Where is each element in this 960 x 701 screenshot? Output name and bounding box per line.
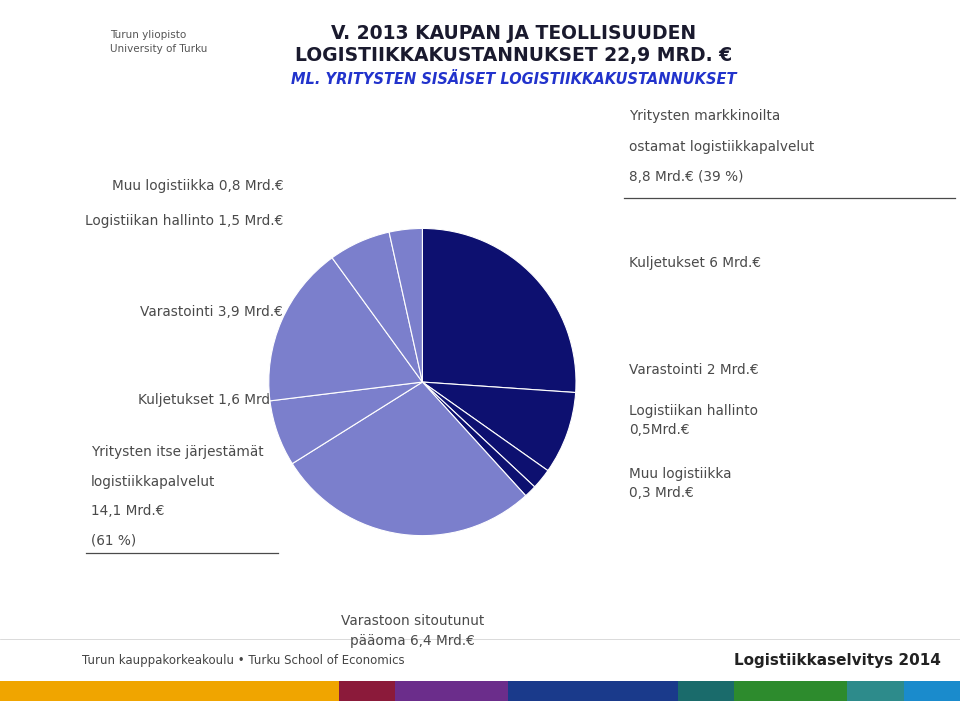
Wedge shape bbox=[332, 232, 422, 382]
Wedge shape bbox=[422, 382, 548, 487]
Bar bbox=[847, 681, 903, 701]
Text: Turun yliopisto
University of Turku: Turun yliopisto University of Turku bbox=[110, 30, 207, 54]
Text: Logistiikan hallinto 1,5 Mrd.€: Logistiikan hallinto 1,5 Mrd.€ bbox=[84, 214, 283, 228]
Bar bbox=[508, 681, 564, 701]
Wedge shape bbox=[422, 229, 576, 393]
Wedge shape bbox=[422, 382, 576, 470]
Wedge shape bbox=[269, 258, 422, 401]
Text: Varastointi 3,9 Mrd.€: Varastointi 3,9 Mrd.€ bbox=[140, 305, 283, 319]
Bar bbox=[452, 681, 508, 701]
Wedge shape bbox=[292, 382, 526, 536]
Text: Turun kauppakorkeakoulu • Turku School of Economics: Turun kauppakorkeakoulu • Turku School o… bbox=[82, 654, 404, 667]
Text: Kuljetukset 6 Mrd.€: Kuljetukset 6 Mrd.€ bbox=[629, 256, 761, 270]
Bar bbox=[169, 681, 226, 701]
Bar bbox=[621, 681, 678, 701]
Wedge shape bbox=[389, 229, 422, 382]
Wedge shape bbox=[270, 382, 422, 463]
Text: Varastointi 2 Mrd.€: Varastointi 2 Mrd.€ bbox=[629, 363, 758, 377]
Bar bbox=[339, 681, 396, 701]
Text: (61 %): (61 %) bbox=[91, 533, 136, 547]
Text: Muu logistiikka 0,8 Mrd.€: Muu logistiikka 0,8 Mrd.€ bbox=[111, 179, 283, 193]
Text: 14,1 Mrd.€: 14,1 Mrd.€ bbox=[91, 504, 164, 518]
Bar bbox=[564, 681, 621, 701]
Text: 8,8 Mrd.€ (39 %): 8,8 Mrd.€ (39 %) bbox=[629, 170, 743, 184]
Bar bbox=[226, 681, 282, 701]
Text: Muu logistiikka
0,3 Mrd.€: Muu logistiikka 0,3 Mrd.€ bbox=[629, 467, 732, 501]
Bar bbox=[678, 681, 734, 701]
Text: Logistiikan hallinto
0,5Mrd.€: Logistiikan hallinto 0,5Mrd.€ bbox=[629, 404, 757, 437]
Text: LOGISTIIKKAKUSTANNUKSET 22,9 MRD. €: LOGISTIIKKAKUSTANNUKSET 22,9 MRD. € bbox=[295, 46, 732, 65]
Bar bbox=[57, 681, 113, 701]
Bar bbox=[734, 681, 791, 701]
Text: V. 2013 KAUPAN JA TEOLLISUUDEN: V. 2013 KAUPAN JA TEOLLISUUDEN bbox=[331, 24, 696, 43]
Text: Logistiikkaselvitys 2014: Logistiikkaselvitys 2014 bbox=[734, 653, 941, 668]
Text: ostamat logistiikkapalvelut: ostamat logistiikkapalvelut bbox=[629, 139, 814, 154]
Bar bbox=[0, 681, 57, 701]
Bar bbox=[113, 681, 169, 701]
Wedge shape bbox=[422, 382, 535, 496]
Text: Varastoon sitoutunut
pääoma 6,4 Mrd.€: Varastoon sitoutunut pääoma 6,4 Mrd.€ bbox=[341, 614, 485, 648]
Bar bbox=[791, 681, 847, 701]
Text: Yritysten markkinoilta: Yritysten markkinoilta bbox=[629, 109, 780, 123]
Bar bbox=[903, 681, 960, 701]
Bar bbox=[396, 681, 452, 701]
Text: logistiikkapalvelut: logistiikkapalvelut bbox=[91, 475, 216, 489]
Bar bbox=[282, 681, 339, 701]
Text: Yritysten itse järjestämät: Yritysten itse järjestämät bbox=[91, 445, 264, 459]
Text: Kuljetukset 1,6 Mrd.€: Kuljetukset 1,6 Mrd.€ bbox=[138, 393, 283, 407]
Text: ML. YRITYSTEN SISÄISET LOGISTIIKKAKUSTANNUKSET: ML. YRITYSTEN SISÄISET LOGISTIIKKAKUSTAN… bbox=[291, 72, 736, 87]
